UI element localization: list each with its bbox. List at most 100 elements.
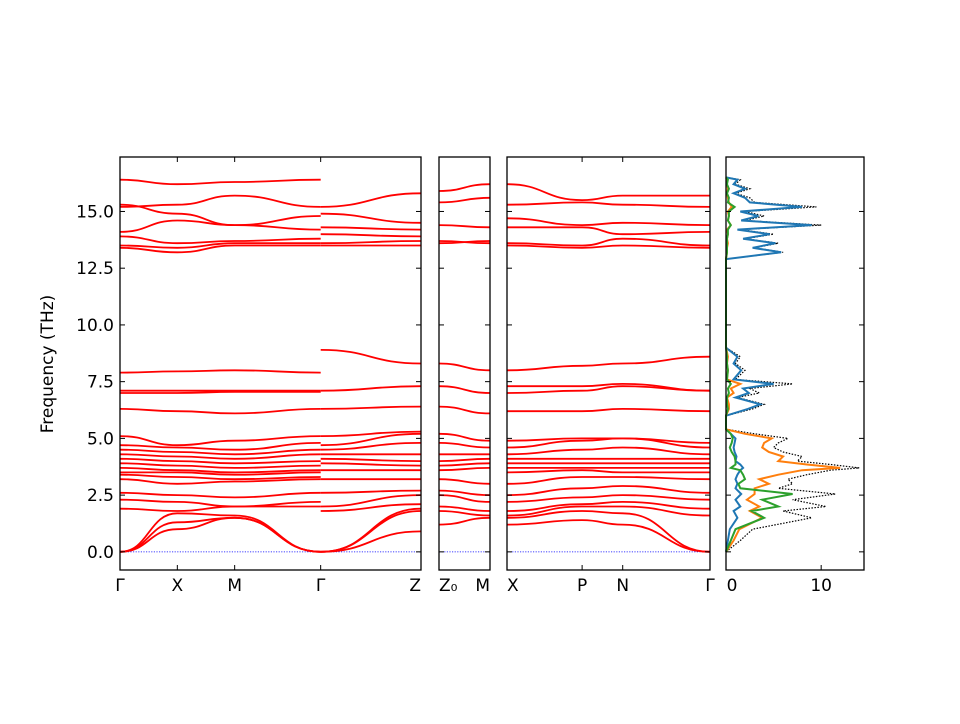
band-line-p3-s1-b7	[506, 355, 711, 372]
band-line-p1-s2-b6	[320, 240, 422, 245]
band-line-p1-s1-b13	[119, 442, 321, 451]
band-line-p3-s1-b20	[506, 494, 711, 503]
y-tick-label-4: 7.5	[87, 373, 114, 393]
dos-total-line	[725, 176, 860, 553]
dos-panel-frame	[725, 156, 865, 571]
band-line-p2-s1-b6	[438, 362, 491, 372]
band-panel-frame-2	[438, 156, 491, 571]
x-tick-label-p2-1: Z₀	[439, 576, 458, 596]
dos-x-tick-label-1: 0	[727, 576, 738, 596]
band-line-p3-s1-b12	[506, 437, 711, 449]
band-line-p1-s2-b5	[320, 233, 422, 238]
band-line-p1-s2-b10	[320, 430, 422, 437]
band-line-p1-s1-b12	[119, 435, 321, 447]
x-tick-label-p1-5: Z	[409, 576, 421, 596]
y-tick-label-6: 12.5	[76, 259, 114, 279]
band-line-p2-s1-b10	[438, 442, 491, 449]
band-panel-frame-3	[506, 156, 711, 571]
dos-x-tick-label-2: 10	[810, 576, 832, 596]
band-line-p1-s2-b1	[320, 349, 422, 365]
x-tick-label-p3-2: P	[577, 576, 587, 596]
band-line-p3-s1-b21	[506, 500, 711, 512]
band-line-p3-s1-b5	[506, 237, 711, 247]
band-line-p3-s1-b23	[506, 510, 711, 553]
band-line-p1-s2-b18	[320, 489, 422, 494]
band-line-p1-s1-b15	[119, 453, 321, 460]
y-tick-label-3: 5.0	[87, 429, 114, 449]
band-line-p3-s1-b10	[507, 407, 711, 413]
band-line-p1-s1-b5	[119, 235, 321, 245]
x-tick-label-p2-2: M	[475, 576, 490, 596]
x-tick-label-p1-1: Γ	[115, 576, 125, 596]
band-line-p2-s1-b19	[438, 510, 491, 517]
band-line-p1-s2-b12	[320, 442, 422, 451]
band-line-p2-s1-b14	[438, 467, 491, 472]
band-panel-frame-1	[119, 156, 422, 571]
band-line-p1-s1-b6	[119, 242, 321, 249]
band-line-p1-s1-b4	[119, 219, 321, 233]
band-line-p3-s1-b11	[506, 437, 711, 444]
band-line-p1-s1-b8	[119, 369, 321, 374]
band-line-p3-s1-b22	[506, 505, 711, 517]
band-line-p2-s1-b2	[438, 196, 491, 204]
y-tick-label-1: 0.0	[87, 543, 114, 563]
band-line-p2-s1-b18	[438, 505, 491, 512]
band-line-p1-s2-b9	[320, 405, 422, 410]
band-line-p3-s1-b4	[507, 226, 711, 236]
band-line-p1-s2-b15	[320, 462, 422, 467]
band-line-p1-s1-b23	[119, 498, 321, 508]
band-line-p1-s1-b22	[119, 491, 321, 499]
band-line-p1-s2-b20	[320, 503, 422, 512]
band-line-p2-s1-b7	[438, 385, 491, 394]
band-line-p2-s1-b17	[438, 494, 491, 503]
dos-projected-line-1	[725, 176, 812, 552]
band-line-p3-s1-b6	[506, 244, 711, 249]
band-line-p1-s1-b21	[119, 478, 321, 485]
band-line-p1-s2-b14	[320, 457, 422, 462]
band-line-p2-s1-b3	[438, 224, 491, 229]
band-line-p2-s1-b12	[438, 457, 491, 462]
band-line-p1-s1-b11	[119, 408, 321, 415]
band-line-p1-s2-b2	[320, 192, 422, 208]
band-line-p1-s1-b27	[119, 516, 321, 553]
band-line-p1-s1-b19	[120, 471, 321, 476]
band-line-p1-s1-b24	[119, 505, 321, 512]
band-line-p1-s1-b2	[119, 194, 321, 208]
band-line-p3-s1-b2	[506, 201, 711, 208]
band-line-p1-s1-b7	[119, 244, 321, 254]
band-line-p3-s1-b13	[506, 446, 711, 456]
x-tick-label-p3-4: Γ	[705, 576, 715, 596]
band-line-p1-s1-b14	[119, 448, 321, 456]
band-line-p2-s1-b5	[438, 240, 491, 245]
band-line-p1-s1-b1	[119, 178, 321, 186]
band-line-p1-s1-b10	[120, 390, 321, 394]
y-tick-label-7: 15.0	[76, 202, 114, 222]
band-line-p1-s2-b8	[320, 385, 422, 392]
band-line-p3-s1-b3	[506, 217, 711, 227]
band-line-p2-s1-b8	[438, 405, 491, 415]
y-axis-label: Frequency (THz)	[38, 295, 58, 434]
band-line-p1-s1-b3	[119, 203, 321, 227]
band-line-p1-s1-b20	[119, 473, 321, 481]
band-line-p2-s1-b13	[438, 462, 491, 467]
band-line-p1-s2-b11	[320, 432, 422, 447]
band-line-p1-s1-b17	[119, 462, 321, 469]
band-line-p2-s1-b16	[438, 489, 491, 496]
x-tick-label-p1-4: Γ	[316, 576, 326, 596]
band-line-p2-s1-b15	[438, 478, 491, 485]
x-tick-label-p1-2: X	[172, 576, 184, 596]
band-line-p1-s2-b3	[320, 212, 422, 224]
band-line-p1-s2-b19	[320, 494, 422, 508]
band-line-p1-s2-b4	[320, 226, 422, 231]
band-line-p3-s1-b8	[506, 382, 711, 392]
x-tick-label-p3-1: X	[507, 576, 519, 596]
band-line-p3-s1-b9	[506, 385, 711, 394]
x-tick-label-p3-3: N	[616, 576, 629, 596]
band-line-p1-s1-b16	[119, 457, 321, 465]
band-line-p2-s1-b20	[438, 516, 491, 526]
y-tick-label-5: 10.0	[76, 316, 114, 336]
band-line-p3-s1-b24	[506, 519, 711, 553]
